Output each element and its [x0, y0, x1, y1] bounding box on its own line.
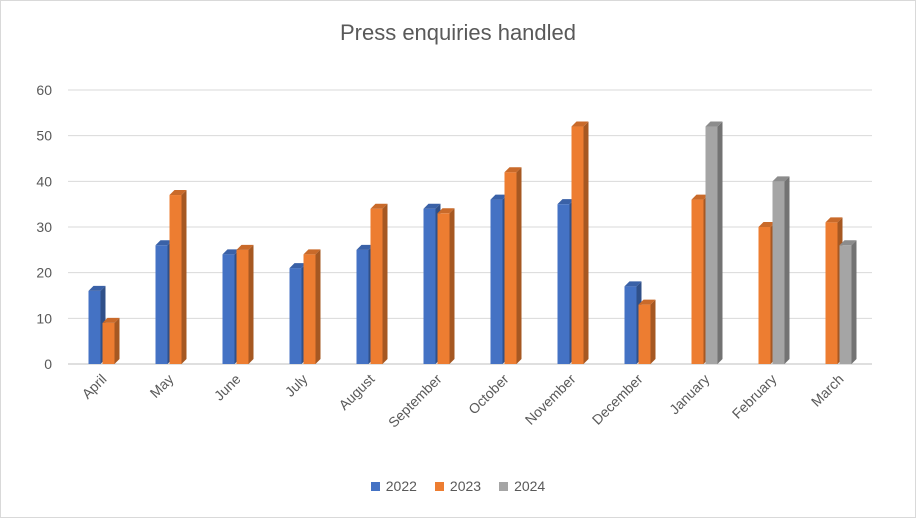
legend-swatch-2023: [434, 481, 444, 491]
bar-2022-september: [423, 208, 436, 364]
bar-2023-october: [504, 172, 517, 364]
legend-swatch-2022: [370, 481, 380, 491]
legend-label-2023: 2023: [449, 478, 482, 494]
bar-top-2023-march: [825, 217, 843, 223]
bar-side-2023-june: [248, 244, 254, 364]
legend-item-2023: 2023: [434, 478, 482, 494]
x-tick-label: October: [465, 371, 512, 418]
bar-top-2023-october: [504, 167, 522, 173]
chart-title: Press enquiries handled: [339, 20, 577, 45]
bar-top-2023-may: [169, 190, 187, 196]
bar-2023-may: [169, 195, 182, 364]
bar-top-2023-june: [236, 244, 254, 250]
bar-2023-march: [825, 222, 838, 364]
y-tick-label: 60: [36, 82, 52, 98]
x-tick-label: February: [729, 371, 780, 422]
x-tick-label: November: [522, 371, 579, 428]
bar-2023-september: [437, 213, 450, 364]
bar-2023-january: [691, 199, 704, 364]
bar-top-2024-february: [772, 176, 790, 182]
bar-side-2023-april: [114, 317, 120, 364]
bar-2023-february: [758, 227, 771, 364]
bar-2023-november: [571, 126, 584, 365]
x-tick-label: June: [211, 371, 244, 404]
x-tick-label: May: [147, 371, 177, 401]
bar-top-2022-april: [88, 285, 106, 291]
y-tick-label: 40: [36, 173, 52, 189]
bar-2022-october: [490, 199, 503, 364]
bar-top-2023-january: [691, 194, 709, 200]
bar-top-2023-february: [758, 222, 776, 227]
y-tick-label: 20: [36, 265, 52, 281]
bar-top-2022-july: [289, 263, 307, 269]
bar-top-2023-september: [437, 208, 455, 214]
bar-side-2024-january: [717, 121, 723, 365]
x-tick-label: August: [335, 371, 377, 413]
bar-2024-march: [839, 245, 852, 364]
bar-2024-february: [772, 181, 785, 364]
bar-top-2022-november: [557, 199, 575, 205]
bar-2023-july: [303, 254, 316, 364]
y-tick-label: 10: [36, 310, 52, 326]
bar-side-2023-september: [449, 208, 455, 364]
x-tick-label: September: [385, 371, 445, 431]
bar-2022-november: [557, 204, 570, 364]
bar-side-2023-july: [315, 249, 321, 364]
legend-label-2022: 2022: [385, 478, 417, 494]
bar-2022-december: [624, 286, 637, 364]
bar-2023-august: [370, 208, 383, 364]
bar-top-2022-august: [356, 244, 374, 250]
x-tick-label: December: [589, 371, 646, 428]
bar-top-2023-april: [102, 317, 120, 323]
bar-top-2022-may: [155, 240, 173, 246]
bar-top-2022-june: [222, 249, 240, 255]
bar-top-2023-december: [638, 299, 656, 305]
legend-label-2024: 2024: [514, 478, 546, 494]
bar-2022-april: [88, 290, 101, 364]
bar-side-2023-november: [583, 121, 589, 365]
bar-2022-may: [155, 245, 168, 364]
bar-side-2024-march: [851, 240, 857, 364]
bar-top-2022-december: [624, 281, 642, 287]
legend-swatch-2024: [499, 481, 509, 491]
bar-2023-april: [102, 322, 115, 364]
bar-side-2023-august: [382, 203, 388, 364]
bar-2024-january: [705, 126, 718, 365]
legend-item-2024: 2024: [499, 478, 545, 494]
bar-2022-june: [222, 254, 235, 364]
bar-side-2023-december: [650, 299, 656, 364]
bar-side-2024-february: [784, 176, 790, 364]
bar-top-2024-january: [705, 121, 723, 127]
bar-top-2023-november: [571, 121, 589, 127]
x-tick-label: July: [282, 371, 311, 400]
bar-2023-december: [638, 304, 651, 364]
x-tick-label: April: [78, 371, 109, 402]
y-tick-label: 0: [44, 356, 52, 372]
legend-item-2022: 2022: [370, 478, 417, 494]
x-tick-label: March: [808, 371, 847, 410]
bar-top-2022-october: [490, 194, 508, 200]
x-tick-label: January: [666, 371, 713, 418]
bar-side-2023-may: [181, 190, 187, 364]
bar-top-2022-september: [423, 203, 441, 209]
bar-top-2023-july: [303, 249, 321, 255]
chart-legend: 2022 2023 2024: [0, 478, 916, 494]
y-tick-label: 50: [36, 128, 52, 144]
bar-2023-june: [236, 249, 249, 364]
bar-2022-august: [356, 249, 369, 364]
bar-top-2023-august: [370, 203, 388, 209]
bar-side-2023-october: [516, 167, 522, 364]
bar-top-2024-march: [839, 240, 857, 246]
y-tick-label: 30: [36, 219, 52, 235]
bar-2022-july: [289, 268, 302, 364]
